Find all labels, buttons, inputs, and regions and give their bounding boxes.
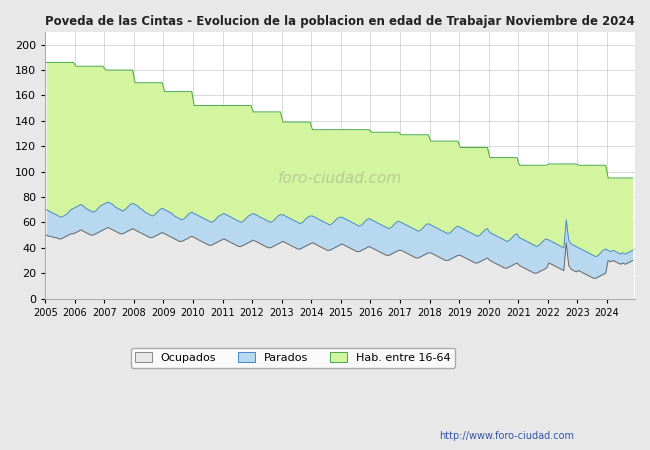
Title: Poveda de las Cintas - Evolucion de la poblacion en edad de Trabajar Noviembre d: Poveda de las Cintas - Evolucion de la p… xyxy=(46,15,635,28)
Legend: Ocupados, Parados, Hab. entre 16-64: Ocupados, Parados, Hab. entre 16-64 xyxy=(131,348,455,368)
Text: foro-ciudad.com: foro-ciudad.com xyxy=(278,171,402,186)
Text: http://www.foro-ciudad.com: http://www.foro-ciudad.com xyxy=(439,431,575,441)
